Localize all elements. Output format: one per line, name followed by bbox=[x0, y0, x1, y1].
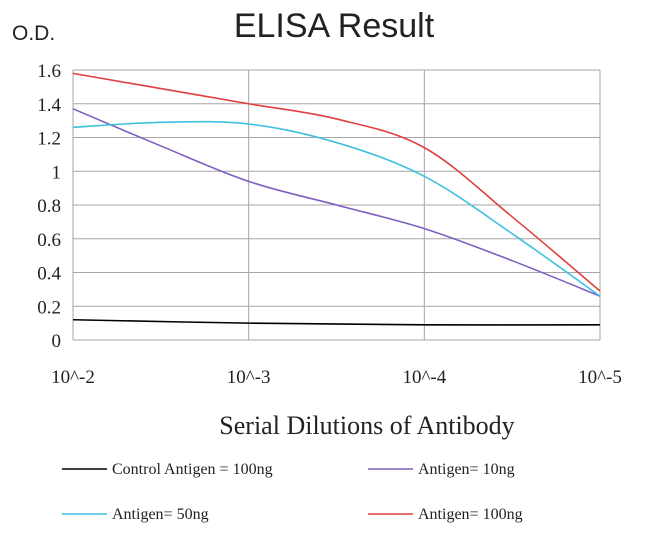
y-tick-label: 0.2 bbox=[37, 297, 61, 318]
y-tick-label: 1.6 bbox=[37, 61, 61, 82]
series-line-1 bbox=[72, 108, 601, 297]
legend-label: Antigen= 50ng bbox=[112, 506, 209, 523]
x-tick-label: 10^-3 bbox=[227, 367, 271, 388]
series-line-0 bbox=[72, 318, 601, 326]
series-lines bbox=[72, 72, 601, 326]
y-tick-label: 1 bbox=[52, 162, 62, 183]
y-tick-labels: 0 0.2 0.4 0.6 0.8 1 1.2 1.4 1.6 bbox=[37, 61, 61, 352]
x-tick-label: 10^-5 bbox=[578, 367, 622, 388]
legend: Control Antigen = 100ng Antigen= 10ng Anti… bbox=[62, 461, 523, 523]
series-line-3 bbox=[72, 72, 601, 292]
legend-label: Antigen= 100ng bbox=[418, 506, 523, 523]
y-tick-label: 0.4 bbox=[37, 264, 61, 285]
y-axis-label: O.D. bbox=[12, 22, 55, 45]
series-line-2 bbox=[72, 120, 601, 297]
x-axis-label: Serial Dilutions of Antibody bbox=[219, 411, 514, 440]
y-tick-label: 1.4 bbox=[37, 95, 61, 116]
y-tick-label: 0.8 bbox=[37, 196, 61, 217]
y-tick-label: 0.6 bbox=[37, 230, 61, 251]
legend-label: Control Antigen = 100ng bbox=[112, 461, 273, 478]
legend-label: Antigen= 10ng bbox=[418, 461, 515, 478]
chart-title: ELISA Result bbox=[234, 7, 435, 45]
x-tick-label: 10^-4 bbox=[402, 367, 446, 388]
y-tick-label: 0 bbox=[52, 331, 62, 352]
x-tick-labels: 10^-2 10^-3 10^-4 10^-5 bbox=[51, 367, 622, 388]
x-tick-label: 10^-2 bbox=[51, 367, 95, 388]
y-tick-label: 1.2 bbox=[37, 129, 61, 150]
